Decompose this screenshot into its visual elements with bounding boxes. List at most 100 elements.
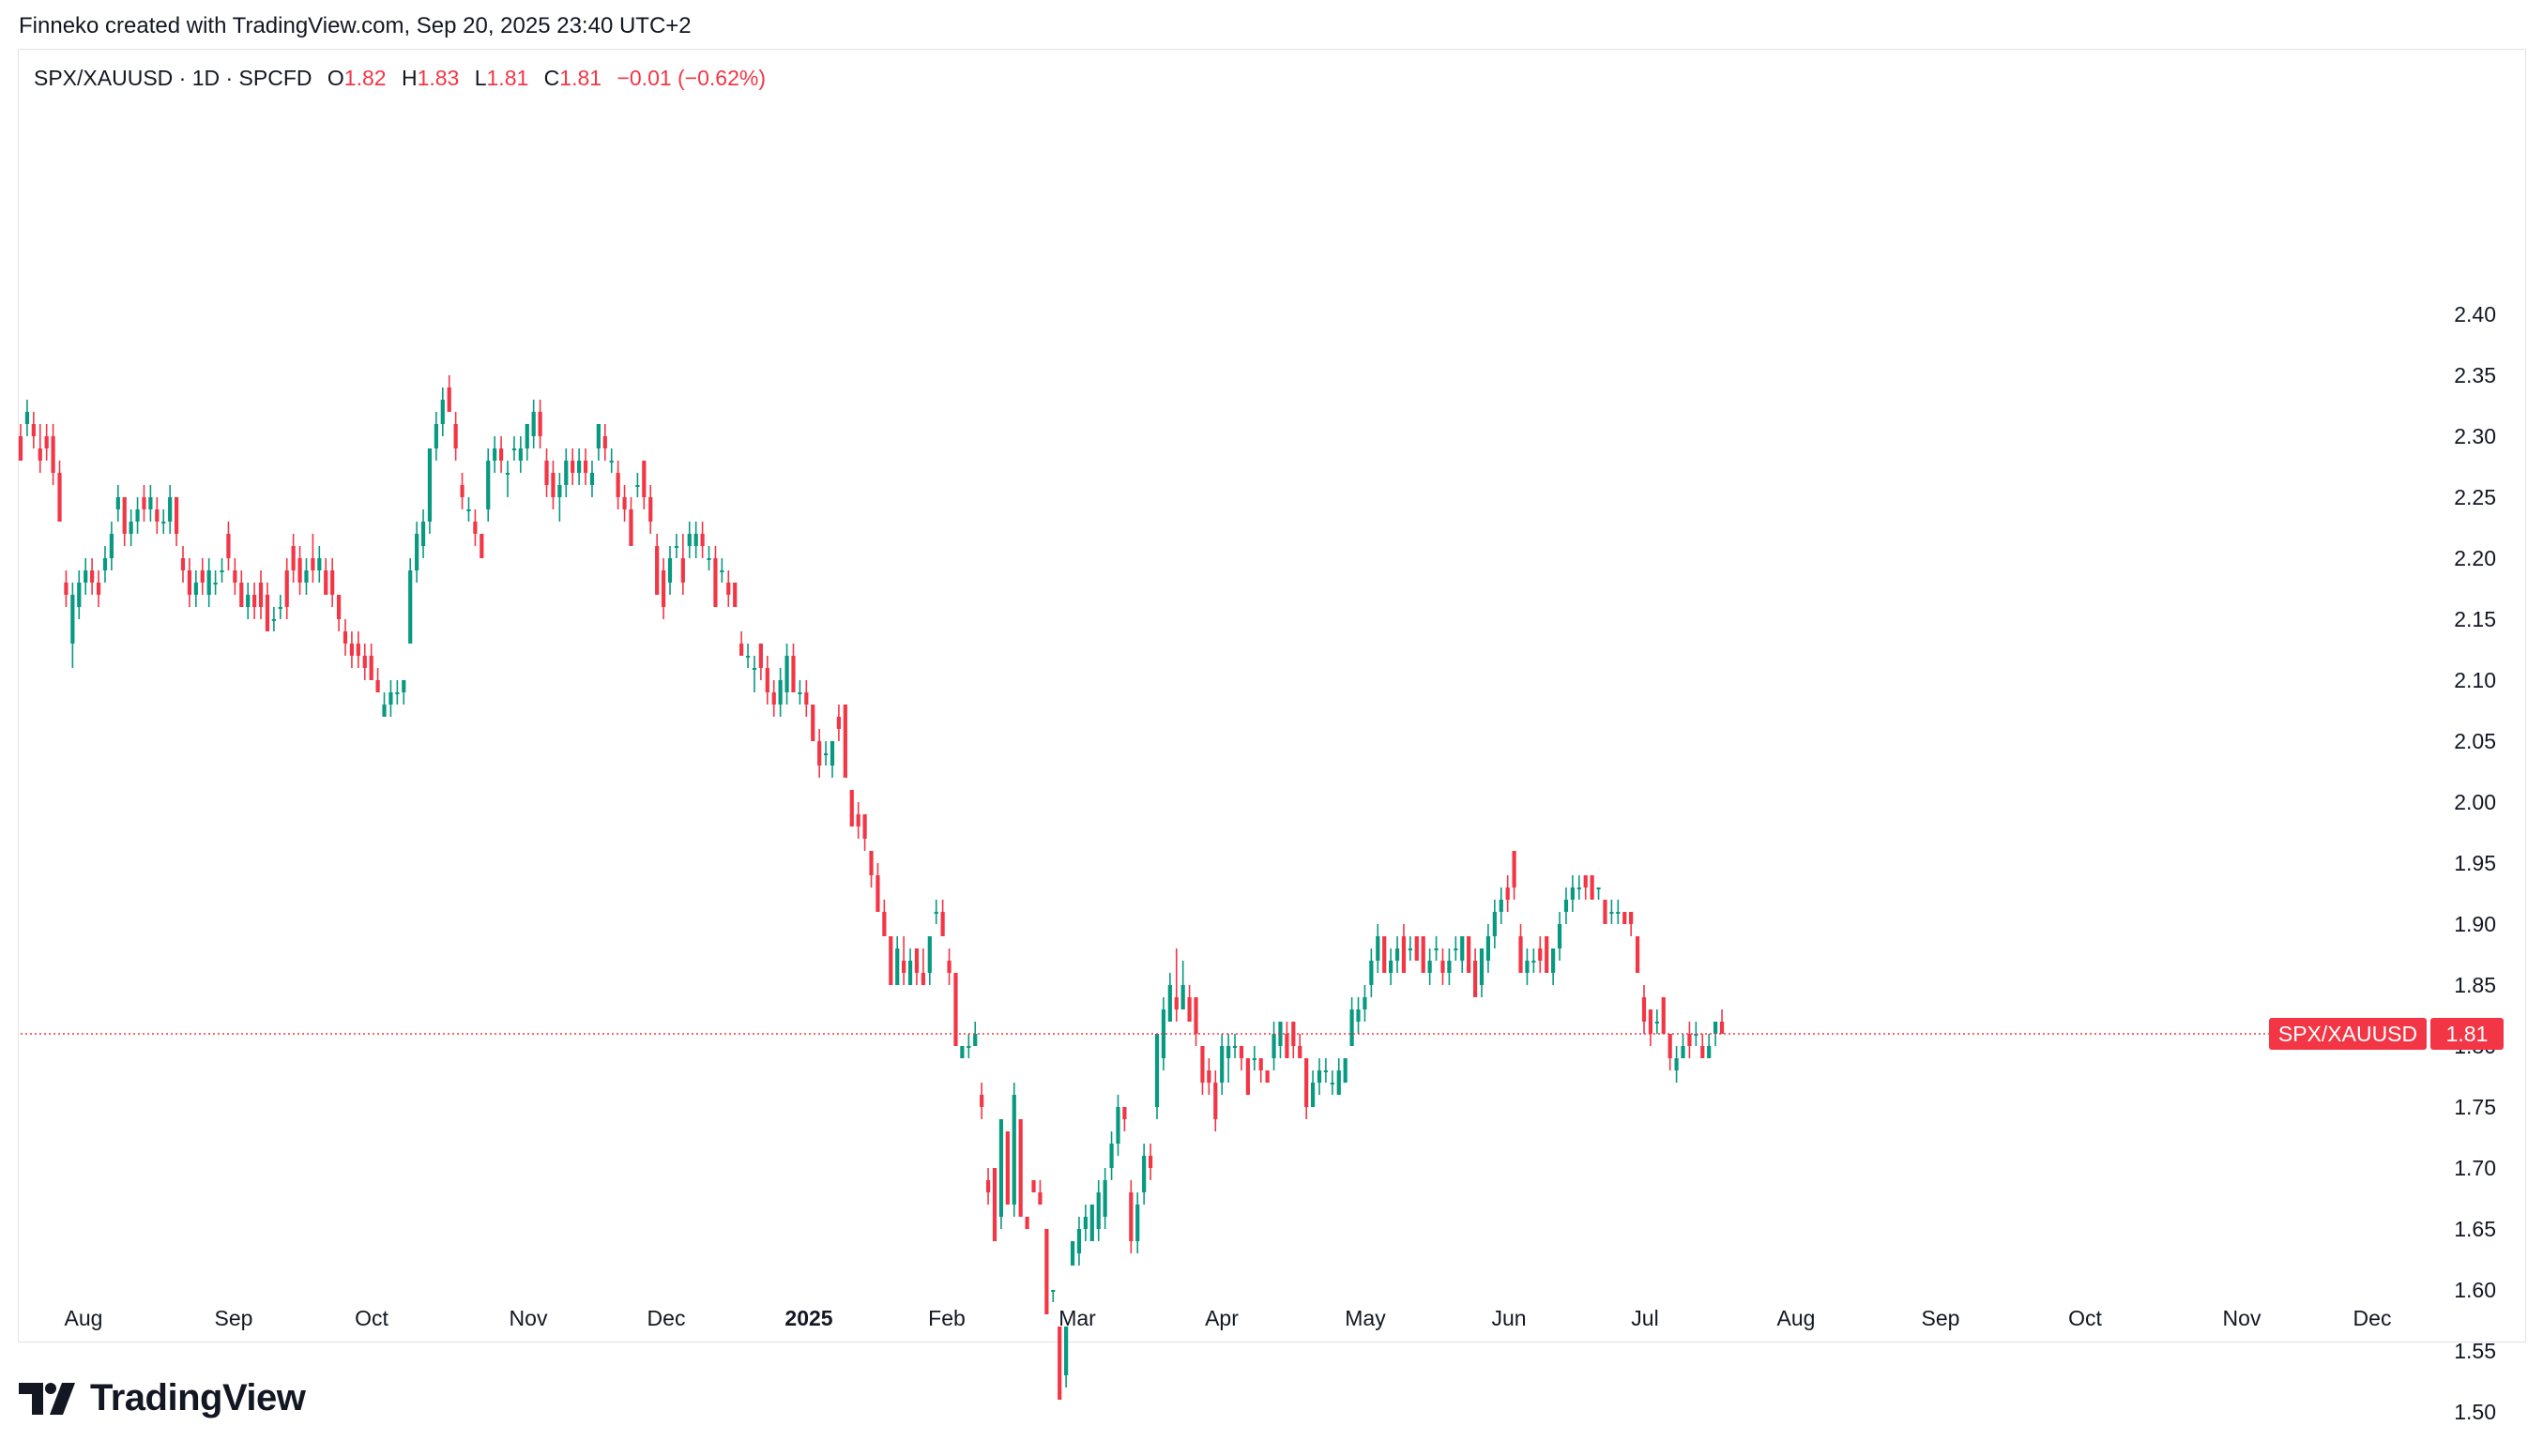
candle-body bbox=[24, 412, 30, 424]
candle bbox=[291, 534, 296, 583]
legend-open-label: O bbox=[327, 66, 344, 90]
last-price-symbol: SPX/XAUUSD bbox=[2278, 1022, 2417, 1046]
candle-body bbox=[1207, 1070, 1211, 1083]
candle-body bbox=[1467, 936, 1471, 973]
candle bbox=[1454, 936, 1458, 961]
candle-body bbox=[823, 753, 829, 755]
candle-body bbox=[109, 534, 114, 558]
candle-body bbox=[1252, 1058, 1256, 1060]
legend-close-label: C bbox=[543, 66, 560, 90]
candle bbox=[707, 546, 711, 570]
candle bbox=[395, 680, 400, 705]
candle bbox=[220, 558, 224, 583]
candle bbox=[869, 851, 874, 887]
candle bbox=[420, 509, 426, 558]
candle-body bbox=[1161, 1009, 1166, 1058]
legend-symbol: SPX/XAUUSD · 1D · SPCFD bbox=[34, 66, 312, 90]
candle bbox=[1596, 887, 1601, 900]
candle-body bbox=[967, 1046, 971, 1048]
candle bbox=[804, 680, 809, 717]
candle bbox=[1083, 1205, 1088, 1241]
candle-body bbox=[415, 534, 419, 570]
candle bbox=[1343, 1058, 1348, 1083]
candle-body bbox=[1154, 1034, 1160, 1107]
chart-frame[interactable] bbox=[18, 49, 2526, 1342]
time-tick-label: Aug bbox=[1777, 1306, 1816, 1330]
candle-body bbox=[889, 936, 893, 985]
candle bbox=[998, 1119, 1004, 1229]
candle bbox=[382, 692, 387, 717]
candle-body bbox=[239, 583, 244, 607]
candle-body bbox=[362, 656, 367, 668]
candle-body bbox=[1070, 1241, 1075, 1266]
candle-body bbox=[1356, 1009, 1361, 1022]
candle bbox=[1440, 948, 1445, 985]
candle bbox=[271, 607, 276, 631]
candle-body bbox=[402, 680, 406, 692]
candle bbox=[1583, 875, 1588, 900]
candle-body bbox=[733, 583, 738, 607]
legend-high-value: 1.83 bbox=[417, 66, 460, 90]
candle-body bbox=[1103, 1180, 1107, 1217]
candle-body bbox=[148, 497, 153, 509]
candle-body bbox=[700, 534, 705, 546]
candle-body bbox=[193, 583, 198, 595]
candle-body bbox=[707, 558, 711, 560]
candle-body bbox=[155, 509, 160, 522]
legend-low-value: 1.81 bbox=[486, 66, 529, 90]
candle bbox=[1116, 1095, 1120, 1156]
candle bbox=[109, 522, 114, 570]
candle-body bbox=[434, 424, 438, 448]
candle-body bbox=[960, 1046, 965, 1058]
candle-body bbox=[96, 583, 101, 595]
candle-body bbox=[271, 619, 276, 621]
candle-body bbox=[629, 509, 633, 546]
candle bbox=[1070, 1241, 1075, 1266]
candle bbox=[1472, 948, 1478, 997]
candle bbox=[155, 497, 160, 534]
candle-body bbox=[252, 595, 257, 607]
candle-body bbox=[720, 570, 724, 572]
candle-body bbox=[1557, 924, 1562, 948]
candle bbox=[758, 644, 763, 680]
candle bbox=[538, 400, 542, 448]
candle bbox=[1336, 1058, 1341, 1095]
candle-body bbox=[18, 436, 23, 461]
candle bbox=[1213, 1070, 1218, 1131]
candle-body bbox=[1512, 851, 1516, 887]
candle-body bbox=[992, 1168, 997, 1241]
attribution-text: Finneko created with TradingView.com, Se… bbox=[19, 13, 692, 38]
candle-body bbox=[129, 522, 133, 534]
candle-body bbox=[1654, 1022, 1659, 1024]
candle bbox=[233, 558, 237, 595]
symbol-legend[interactable]: SPX/XAUUSD · 1D · SPCFD O1.82 H1.83 L1.8… bbox=[34, 66, 766, 91]
candle bbox=[557, 473, 562, 522]
candle bbox=[408, 558, 413, 644]
candle bbox=[1700, 1034, 1705, 1058]
price-tick-label: 1.55 bbox=[2454, 1339, 2496, 1363]
candle bbox=[1434, 936, 1439, 961]
candle bbox=[1674, 1046, 1679, 1083]
time-tick-label: Nov bbox=[2223, 1306, 2261, 1330]
candle-body bbox=[90, 570, 95, 583]
candle bbox=[1064, 1327, 1069, 1388]
legend-change: −0.01 (−0.62%) bbox=[617, 66, 767, 90]
time-axis: Aug Sep Oct Nov Dec 2025 Feb Mar Apr May Jun Jul Aug… bbox=[65, 1306, 2392, 1330]
candle-body bbox=[115, 497, 120, 509]
candle-body bbox=[1635, 936, 1640, 973]
candle bbox=[427, 448, 433, 534]
candle bbox=[473, 509, 478, 546]
candle bbox=[992, 1168, 997, 1241]
candle bbox=[1512, 851, 1516, 900]
tradingview-brand[interactable]: TradingView bbox=[19, 1377, 306, 1419]
candle bbox=[1447, 948, 1452, 985]
candle bbox=[616, 461, 620, 509]
candle bbox=[1499, 887, 1503, 924]
time-tick-label: Oct bbox=[355, 1306, 388, 1330]
candle bbox=[1278, 1022, 1283, 1058]
candle bbox=[1148, 1144, 1153, 1180]
candle-body bbox=[765, 668, 769, 692]
candle-body bbox=[1278, 1022, 1283, 1046]
candle bbox=[856, 802, 860, 839]
